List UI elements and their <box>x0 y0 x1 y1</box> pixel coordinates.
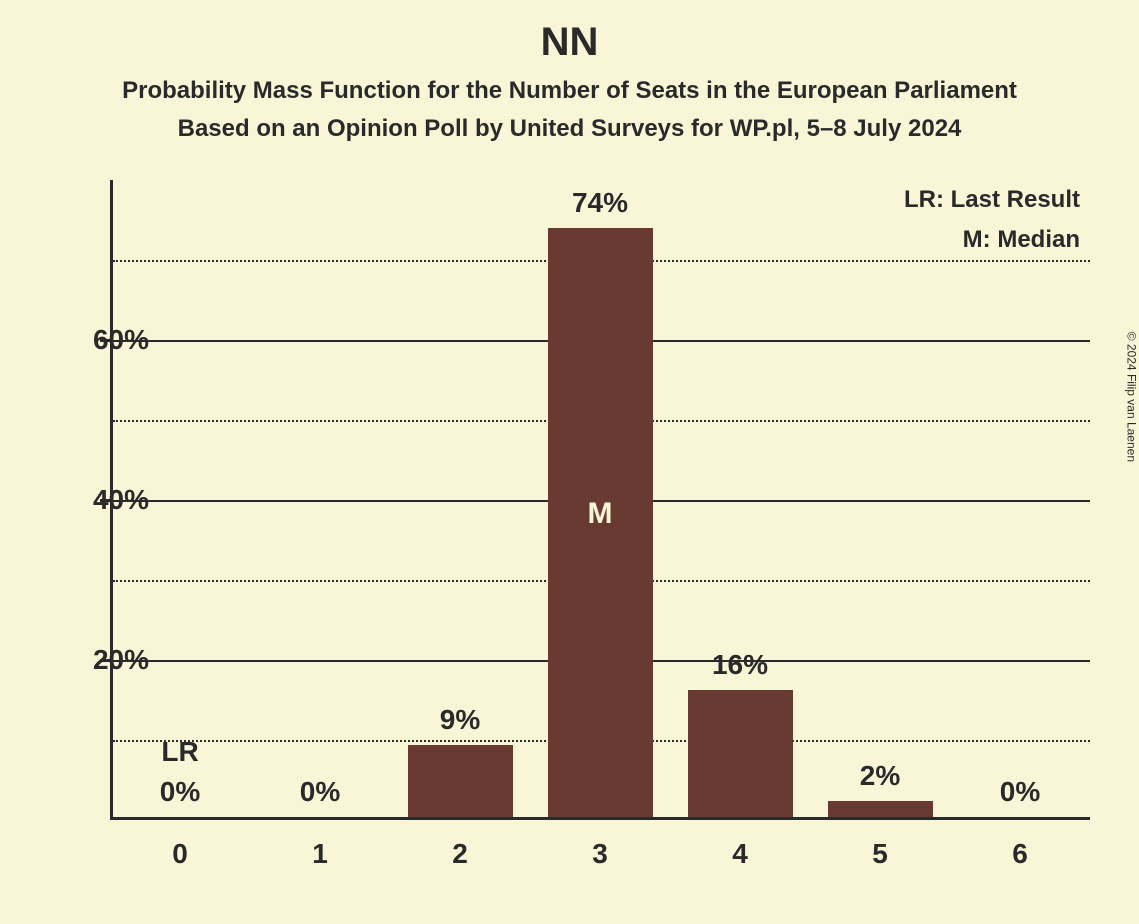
y-axis-label: 40% <box>69 484 149 516</box>
chart-container: NN Probability Mass Function for the Num… <box>0 0 1139 924</box>
x-axis-label: 2 <box>452 838 468 870</box>
bar-value-label: 74% <box>572 187 628 219</box>
chart-subtitle-1: Probability Mass Function for the Number… <box>0 77 1139 105</box>
plot-area: LR: Last Result M: Median 0%LR00%19%274%… <box>110 180 1090 820</box>
x-axis-label: 1 <box>312 838 328 870</box>
median-marker: M <box>588 497 613 531</box>
chart-subtitle-2: Based on an Opinion Poll by United Surve… <box>0 115 1139 143</box>
copyright-text: © 2024 Filip van Laenen <box>1124 332 1138 462</box>
x-axis-label: 5 <box>872 838 888 870</box>
bar-value-label: 16% <box>712 649 768 681</box>
lr-marker: LR <box>161 736 198 768</box>
x-axis-label: 4 <box>732 838 748 870</box>
bar-value-label: 9% <box>440 704 480 736</box>
bar <box>408 745 513 817</box>
y-axis-label: 60% <box>69 324 149 356</box>
legend-m: M: Median <box>963 226 1080 254</box>
x-axis-line <box>110 817 1090 820</box>
bar-value-label: 0% <box>300 776 340 808</box>
bar <box>828 801 933 817</box>
bar-value-label: 2% <box>860 760 900 792</box>
bar <box>688 690 793 817</box>
bar-value-label: 0% <box>1000 776 1040 808</box>
y-axis-label: 20% <box>69 644 149 676</box>
x-axis-label: 6 <box>1012 838 1028 870</box>
x-axis-label: 3 <box>592 838 608 870</box>
chart-main-title: NN <box>0 20 1139 65</box>
bar-value-label: 0% <box>160 776 200 808</box>
x-axis-label: 0 <box>172 838 188 870</box>
legend-lr: LR: Last Result <box>904 186 1080 214</box>
